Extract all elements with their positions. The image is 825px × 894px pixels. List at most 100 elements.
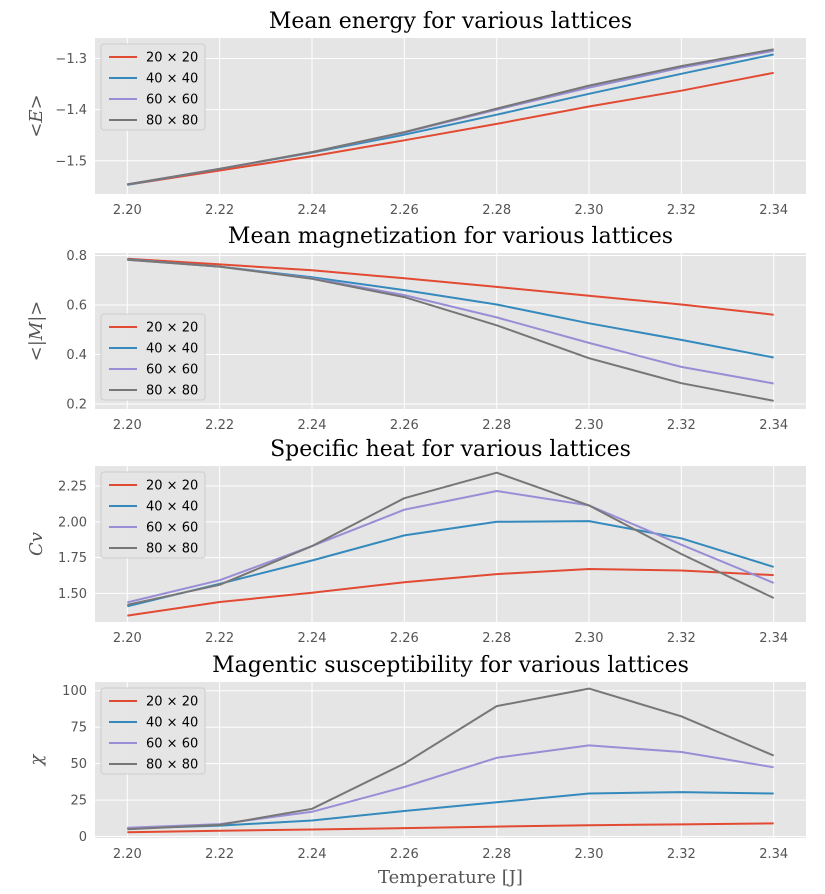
- y-tick-label: 0.6: [66, 299, 87, 314]
- series-line-1: [127, 568, 774, 617]
- legend: 20 × 20 40 × 40 60 × 60 80 × 80: [100, 687, 206, 775]
- x-tick-label: 2.28: [482, 418, 511, 433]
- y-tick-label: 75: [70, 721, 87, 736]
- x-tick-label: 2.24: [298, 203, 327, 218]
- y-tick-label: 25: [70, 794, 87, 809]
- x-tick-label: 2.22: [205, 847, 234, 862]
- chart-title: Specific heat for various lattices: [270, 437, 631, 462]
- x-tick-label: 2.26: [390, 203, 419, 218]
- x-axis-label: Temperature [J]: [378, 867, 523, 888]
- legend: 20 × 20 40 × 40 60 × 60 80 × 80: [100, 313, 206, 401]
- legend: 20 × 20 40 × 40 60 × 60 80 × 80: [100, 43, 206, 131]
- y-tick-label: 0.8: [66, 249, 87, 264]
- series-line-1: [127, 257, 774, 316]
- x-tick-label: 2.26: [390, 847, 419, 862]
- x-tick-label: 2.28: [482, 631, 511, 646]
- legend-label: 40 × 40: [146, 342, 198, 357]
- x-tick-label: 2.34: [759, 847, 788, 862]
- chart-panel-4: 2.20 2.22 2.24 2.26 2.28 2.30 2.32 2.34 0 25 50 75 1…: [26, 653, 806, 888]
- series-line-4: [127, 471, 775, 606]
- series-line-1: [127, 71, 774, 186]
- legend-label: 20 × 20: [146, 321, 198, 336]
- x-tick-label: 2.22: [205, 203, 234, 218]
- x-tick-label: 2.26: [390, 418, 419, 433]
- y-tick-label: 2.25: [58, 480, 87, 495]
- x-tick-label: 2.20: [113, 631, 142, 646]
- chart-title: Mean magnetization for various lattices: [228, 224, 673, 249]
- x-tick-label: 2.30: [575, 418, 604, 433]
- x-tick-label: 2.30: [575, 203, 604, 218]
- series-line-4: [127, 48, 774, 186]
- plot-area: [95, 253, 806, 409]
- plot-area: [95, 682, 806, 838]
- x-tick-label: 2.24: [298, 418, 327, 433]
- y-axis-label: <|M|>: [26, 301, 47, 362]
- chart-panel-3: 2.20 2.22 2.24 2.26 2.28 2.30 2.32 2.34 1.50 1.75…: [26, 437, 806, 646]
- y-tick-label: 0.4: [66, 348, 87, 363]
- y-tick-label: 1.50: [58, 587, 87, 602]
- legend-label: 80 × 80: [146, 542, 198, 557]
- x-tick-label: 2.34: [759, 418, 788, 433]
- y-tick-label: 50: [70, 757, 87, 772]
- legend-label: 20 × 20: [146, 479, 198, 494]
- y-tick-label: −1.3: [55, 52, 87, 67]
- chart-panel-1: 2.20 2.22 2.24 2.26 2.28 2.30 2.32 2.34 −1.5 −1.4…: [26, 9, 806, 218]
- x-tick-label: 2.22: [205, 631, 234, 646]
- legend-label: 80 × 80: [146, 758, 198, 773]
- chart-panel-2: 2.20 2.22 2.24 2.26 2.28 2.30 2.32 2.34 0.2 0.4 0.…: [26, 224, 806, 433]
- x-tick-label: 2.32: [667, 631, 696, 646]
- legend-label: 20 × 20: [146, 51, 198, 66]
- legend-label: 60 × 60: [146, 363, 198, 378]
- x-tick-label: 2.20: [113, 847, 142, 862]
- series-line-2: [127, 520, 774, 608]
- series-line-3: [127, 490, 775, 604]
- legend-box: [100, 687, 206, 775]
- y-tick-label: 100: [62, 684, 87, 699]
- x-tick-label: 2.20: [113, 203, 142, 218]
- legend-label: 60 × 60: [146, 93, 198, 108]
- x-tick-label: 2.28: [482, 203, 511, 218]
- x-tick-label: 2.28: [482, 847, 511, 862]
- x-tick-label: 2.32: [667, 418, 696, 433]
- legend-label: 60 × 60: [146, 521, 198, 536]
- x-tick-label: 2.34: [759, 203, 788, 218]
- x-tick-label: 2.22: [205, 418, 234, 433]
- x-tick-label: 2.32: [667, 203, 696, 218]
- y-tick-label: 0: [79, 830, 87, 845]
- legend-box: [100, 43, 206, 131]
- x-tick-label: 2.24: [298, 631, 327, 646]
- series-line-4: [127, 687, 775, 831]
- y-tick-label: 0.2: [66, 398, 87, 413]
- legend-label: 60 × 60: [146, 737, 198, 752]
- x-tick-label: 2.26: [390, 631, 419, 646]
- series-line-4: [127, 258, 774, 402]
- legend-box: [100, 471, 206, 559]
- y-tick-label: 1.75: [58, 551, 87, 566]
- legend-label: 80 × 80: [146, 114, 198, 129]
- y-axis-label: <E>: [26, 94, 47, 137]
- y-tick-label: 2.00: [58, 515, 87, 530]
- legend-label: 40 × 40: [146, 716, 198, 731]
- x-tick-label: 2.32: [667, 847, 696, 862]
- plot-area: [95, 466, 806, 622]
- x-tick-label: 2.20: [113, 418, 142, 433]
- y-tick-label: −1.4: [55, 103, 87, 118]
- x-tick-label: 2.34: [759, 631, 788, 646]
- series-line-2: [127, 791, 774, 830]
- legend-box: [100, 313, 206, 401]
- legend-label: 20 × 20: [146, 695, 198, 710]
- chart-title: Magentic susceptibility for various latt…: [212, 653, 689, 678]
- x-tick-label: 2.30: [575, 847, 604, 862]
- y-axis-label: Cv: [26, 532, 47, 556]
- y-tick-label: −1.5: [55, 154, 87, 169]
- y-axis-label: χ: [26, 753, 47, 767]
- legend: 20 × 20 40 × 40 60 × 60 80 × 80: [100, 471, 206, 559]
- chart-title: Mean energy for various lattices: [269, 9, 632, 34]
- legend-label: 40 × 40: [146, 500, 198, 515]
- series-line-1: [127, 822, 774, 834]
- x-tick-label: 2.24: [298, 847, 327, 862]
- legend-label: 40 × 40: [146, 72, 198, 87]
- x-tick-label: 2.30: [575, 631, 604, 646]
- legend-label: 80 × 80: [146, 384, 198, 399]
